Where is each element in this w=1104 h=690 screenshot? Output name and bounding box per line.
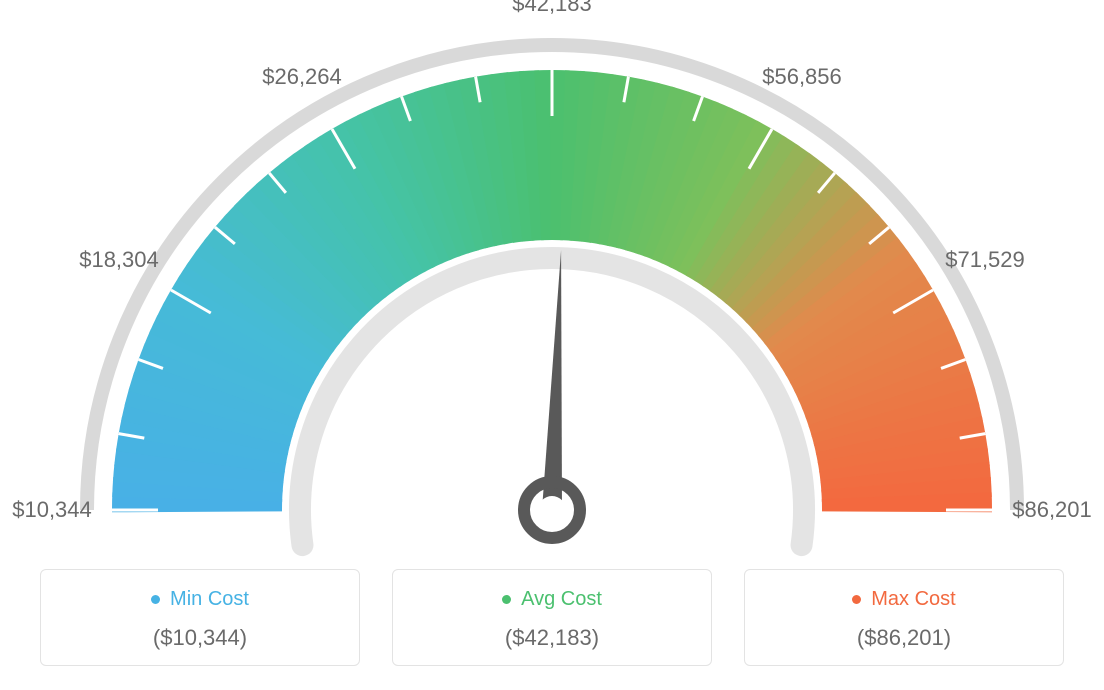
scale-label: $26,264 [262,64,342,90]
legend-avg-title: Avg Cost [502,588,602,611]
scale-label: $56,856 [762,64,842,90]
legend-min-title: Min Cost [151,588,249,611]
legend-max-value: ($86,201) [755,625,1053,651]
legend-min-box: Min Cost ($10,344) [40,569,360,666]
legend-min-dot [151,595,160,604]
legend-max-dot [852,595,861,604]
scale-label: $18,304 [79,247,159,273]
legend-avg-value: ($42,183) [403,625,701,651]
legend-row: Min Cost ($10,344) Avg Cost ($42,183) Ma… [0,569,1104,666]
gauge-svg [0,0,1104,560]
legend-max-label: Max Cost [871,588,955,611]
legend-max-title: Max Cost [852,588,955,611]
scale-label: $10,344 [12,497,92,523]
legend-avg-dot [502,595,511,604]
legend-min-value: ($10,344) [51,625,349,651]
gauge-area: $10,344 $18,304 $26,264 $42,183 $56,856 $71,5… [0,0,1104,560]
gauge-chart-container: $10,344 $18,304 $26,264 $42,183 $56,856 $71,5… [0,0,1104,690]
legend-avg-label: Avg Cost [521,588,602,611]
scale-label: $71,529 [945,247,1025,273]
scale-label: $42,183 [512,0,592,17]
legend-max-box: Max Cost ($86,201) [744,569,1064,666]
legend-min-label: Min Cost [170,588,249,611]
scale-label: $86,201 [1012,497,1092,523]
legend-avg-box: Avg Cost ($42,183) [392,569,712,666]
